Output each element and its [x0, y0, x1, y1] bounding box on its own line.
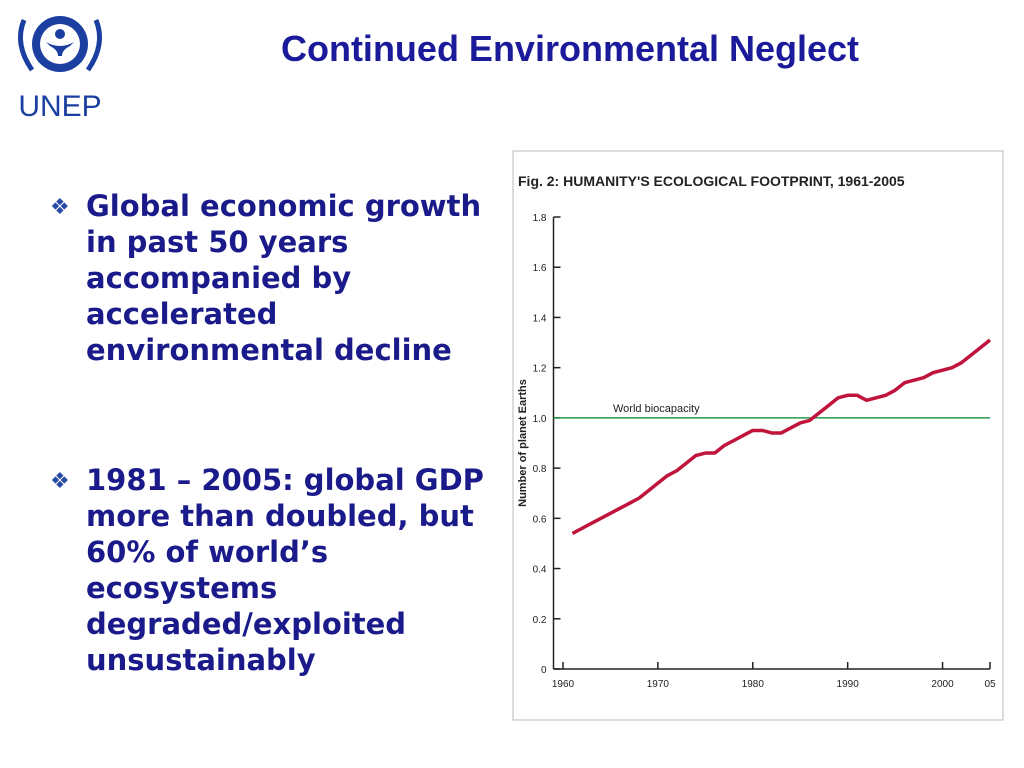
- slide-title: Continued Environmental Neglect: [280, 28, 860, 69]
- logo-inner: [40, 24, 80, 64]
- y-tick-label: 0.2: [533, 615, 547, 626]
- x-tick-label: 1990: [837, 679, 860, 690]
- y-tick-label: 0.8: [533, 464, 547, 475]
- x-tick-label: 1970: [647, 679, 670, 690]
- x-tick-label: 1980: [742, 679, 765, 690]
- bullet-text: Global economic growth in past 50 years …: [86, 189, 482, 367]
- bullet-glyph: ❖: [50, 469, 70, 494]
- x-tick-label: 2000: [931, 679, 954, 690]
- bullet-glyph: ❖: [50, 195, 70, 220]
- y-tick-label: 0.6: [533, 514, 547, 525]
- chart-title: Fig. 2: HUMANITY'S ECOLOGICAL FOOTPRINT,…: [518, 173, 905, 189]
- y-tick-label: 1.8: [533, 213, 547, 224]
- logo-laurel: [17, 19, 103, 72]
- y-axis-label: Number of planet Earths: [517, 379, 529, 507]
- logo-text: UNEP: [18, 90, 101, 123]
- logo-figure: [55, 29, 65, 39]
- y-tick-label: 1.2: [533, 364, 547, 375]
- y-tick-label: 0: [541, 665, 547, 676]
- x-tick-label: 05: [984, 679, 996, 690]
- bullet-text: 1981 – 2005: global GDP more than double…: [86, 463, 484, 677]
- y-tick-label: 0.4: [533, 565, 547, 576]
- y-tick-label: 1.0: [533, 414, 547, 425]
- x-tick-label: 1960: [552, 679, 575, 690]
- y-tick-label: 1.6: [533, 263, 547, 274]
- reference-label: World biocapacity: [613, 403, 700, 415]
- logo-figure: [46, 42, 74, 56]
- y-tick-label: 1.4: [533, 313, 547, 324]
- logo: UNEP: [17, 16, 103, 123]
- chart-frame: [512, 150, 1004, 721]
- footprint-line: [571, 338, 992, 535]
